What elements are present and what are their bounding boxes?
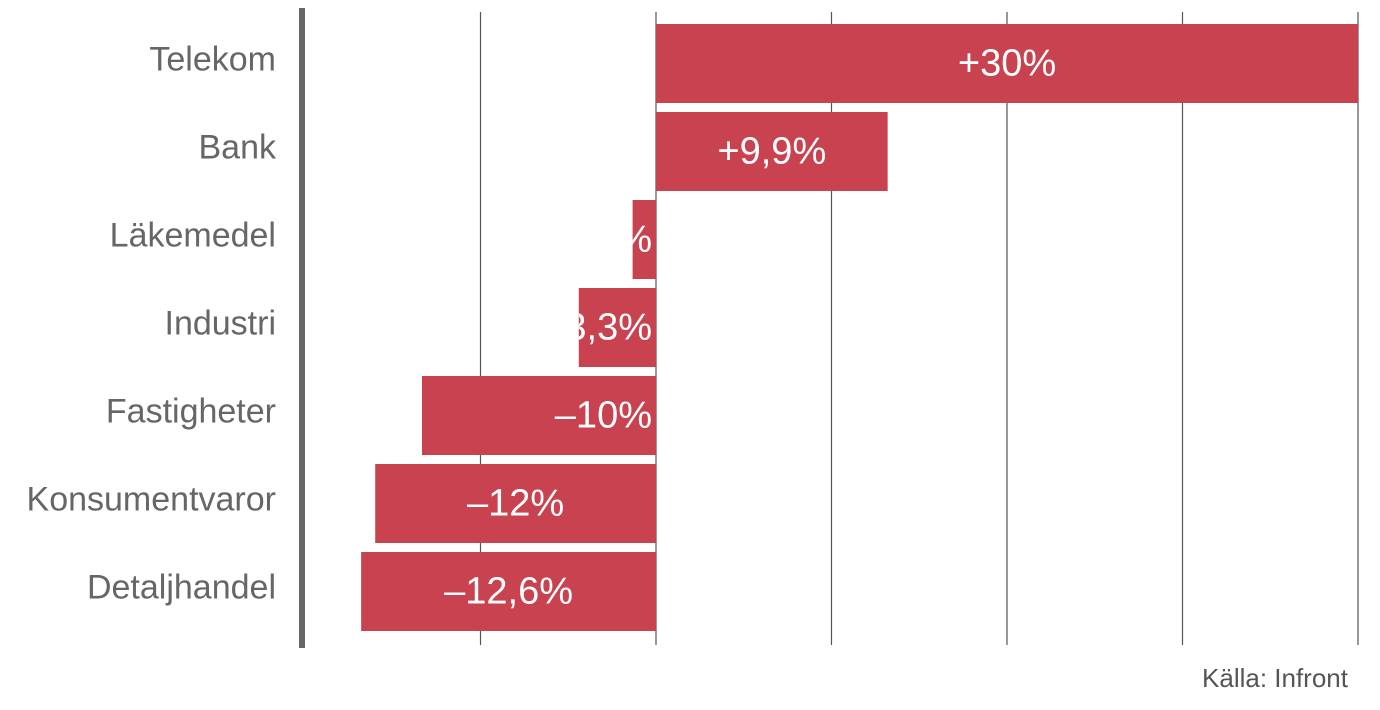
bar: [578, 288, 656, 367]
value-label: –10%: [555, 395, 652, 437]
category-label: Läkemedel: [110, 216, 276, 254]
category-label: Telekom: [149, 40, 276, 78]
source: Källa: Infront: [1202, 663, 1349, 693]
bar: [632, 200, 656, 279]
value-label: –1%: [576, 219, 652, 261]
bar: [656, 24, 1358, 103]
bar: [375, 464, 656, 543]
value-label: –12%: [467, 483, 564, 525]
category-label: Konsumentvaror: [27, 480, 276, 518]
value-label: +30%: [958, 43, 1056, 85]
bar: [361, 552, 656, 631]
value-label: –3,3%: [544, 307, 652, 349]
category-label: Bank: [199, 128, 277, 166]
value-label: +9,9%: [717, 131, 826, 173]
category-label: Fastigheter: [106, 392, 276, 430]
bar: [422, 376, 656, 455]
category-label: Detaljhandel: [87, 568, 276, 606]
bar: [656, 112, 888, 191]
value-label: –12,6%: [444, 571, 573, 613]
category-label: Industri: [165, 304, 277, 342]
